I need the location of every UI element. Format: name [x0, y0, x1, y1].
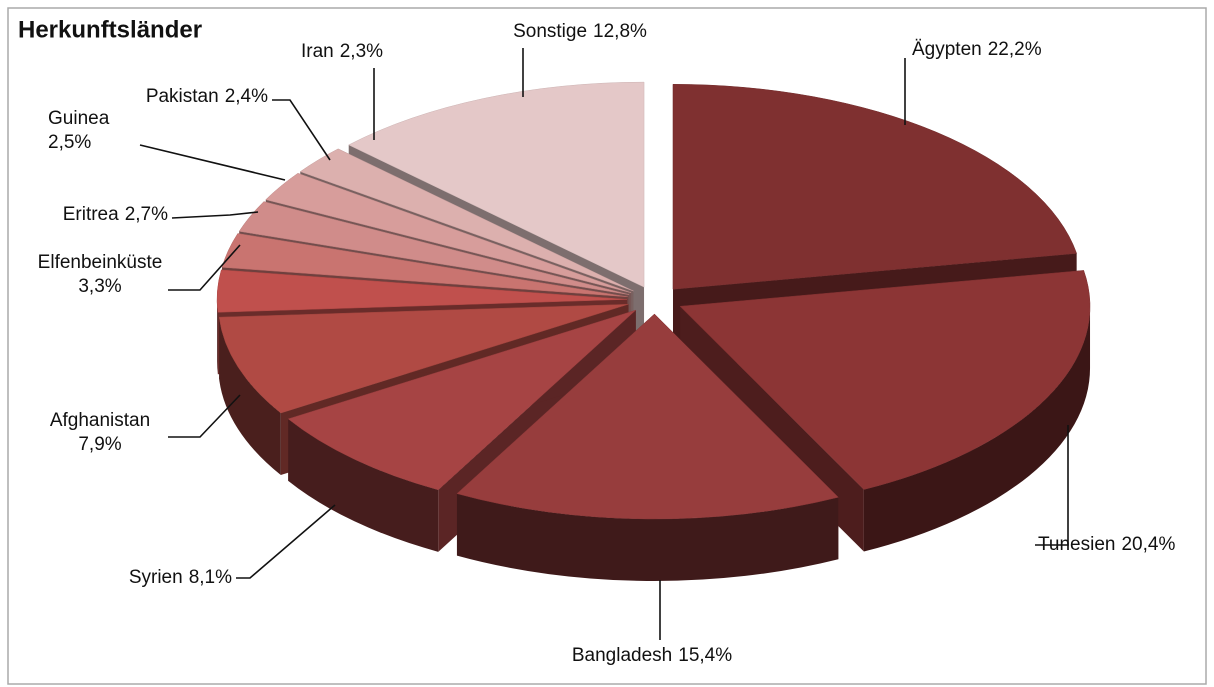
slice — [672, 84, 1077, 290]
label-name: Afghanistan — [50, 410, 150, 431]
label-value: 15,4% — [678, 645, 732, 666]
label-name: Pakistan — [146, 86, 219, 107]
label-name: Bangladesh — [572, 645, 672, 666]
data-label: Syrien 8,1% — [129, 567, 232, 588]
label-value: 12,8% — [593, 21, 647, 42]
slice — [299, 148, 634, 292]
label-name: Elfenbeinküste — [38, 252, 163, 273]
data-label: Afghanistan 7,9% — [50, 410, 150, 455]
leader-line — [236, 504, 336, 579]
slice-side — [863, 306, 1091, 552]
leader-line — [139, 144, 286, 181]
slice — [265, 172, 632, 293]
data-label: Pakistan 2,4% — [146, 86, 268, 107]
slice — [679, 270, 1091, 490]
data-label: Tunesien 20,4% — [1038, 534, 1175, 555]
slice — [218, 304, 629, 414]
label-value: 2,4% — [225, 86, 268, 107]
data-label: Elfenbeinküste 3,3% — [38, 252, 163, 297]
data-label: Sonstige 12,8% — [513, 21, 647, 42]
slice — [216, 269, 628, 313]
data-label: Eritrea 2,7% — [63, 204, 168, 225]
label-name: Guinea — [48, 108, 110, 129]
label-value: 7,9% — [78, 434, 121, 455]
label-value: 2,3% — [340, 41, 383, 62]
label-value: 2,5% — [48, 132, 91, 153]
slice — [238, 201, 630, 295]
label-value: 3,3% — [78, 276, 121, 297]
slice — [679, 270, 1091, 552]
label-value: 2,7% — [125, 204, 168, 225]
slice-side — [288, 418, 439, 552]
slice — [221, 233, 628, 298]
leader-line — [168, 394, 241, 438]
label-name: Iran — [301, 41, 334, 62]
label-name: Eritrea — [63, 204, 119, 225]
label-value: 8,1% — [189, 567, 232, 588]
leader-line — [171, 211, 259, 219]
label-name: Sonstige — [513, 21, 587, 42]
label-name: Tunesien — [1038, 534, 1115, 555]
slice — [348, 81, 645, 288]
data-label: Ägypten 22,2% — [912, 39, 1042, 60]
data-label: Bangladesh 15,4% — [572, 645, 732, 666]
label-value: 22,2% — [988, 39, 1042, 60]
slice-side — [217, 299, 218, 375]
leader-line — [168, 244, 241, 291]
chart-title: Herkunftsländer — [18, 16, 202, 43]
slice — [456, 313, 839, 581]
slice-side — [456, 493, 839, 581]
data-label: Guinea 2,5% — [48, 108, 110, 153]
slice-side — [219, 317, 281, 476]
leader-line — [1035, 425, 1069, 546]
slice — [456, 313, 839, 520]
data-label: Iran 2,3% — [301, 41, 383, 62]
label-name: Ägypten — [912, 39, 982, 60]
label-name: Syrien — [129, 567, 183, 588]
label-value: 20,4% — [1121, 534, 1175, 555]
slice — [287, 309, 636, 491]
leader-line — [272, 99, 331, 161]
